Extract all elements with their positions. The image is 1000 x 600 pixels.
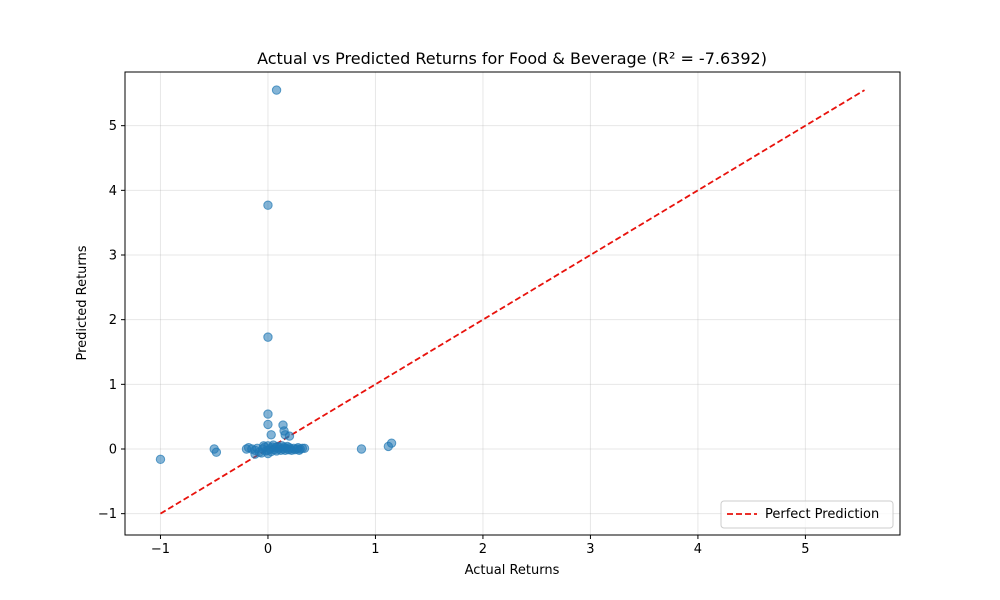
y-tick-label: −1: [98, 507, 117, 522]
x-tick-label: 1: [371, 542, 379, 557]
scatter-point: [299, 443, 310, 454]
scatter-point: [356, 444, 367, 454]
scatter-point: [263, 419, 273, 430]
data-points: [155, 85, 397, 465]
x-axis-ticks: −1 0 1 2 3 4 5: [151, 535, 810, 557]
scatter-point: [271, 85, 282, 95]
y-tick-label: 5: [109, 119, 117, 134]
scatter-point: [155, 454, 166, 465]
scatter-point: [263, 332, 273, 342]
scatter-point: [211, 447, 222, 457]
scatter-point: [386, 438, 397, 448]
scatter-point: [263, 200, 273, 210]
x-tick-label: 3: [586, 542, 594, 557]
x-tick-label: 4: [694, 542, 702, 557]
legend-entry-label: Perfect Prediction: [765, 507, 879, 522]
scatter-point: [263, 409, 273, 419]
x-tick-label: 2: [479, 542, 487, 557]
legend-box: [720, 500, 894, 529]
x-tick-label: 5: [801, 542, 809, 557]
y-axis-ticks: −1 0 1 2 3 4 5: [98, 119, 125, 522]
y-axis-label: Predicted Returns: [75, 245, 90, 360]
legend: Perfect Prediction: [720, 500, 894, 529]
x-axis-label: Actual Returns: [465, 563, 560, 578]
scatter-point: [266, 430, 276, 440]
y-tick-label: 0: [109, 442, 117, 457]
x-tick-label: 0: [264, 542, 272, 557]
scatter-point: [258, 441, 269, 451]
chart-title: Actual vs Predicted Returns for Food & B…: [257, 49, 767, 68]
plot-frame: [124, 71, 901, 536]
y-tick-label: 3: [109, 249, 117, 264]
scatter-point: [280, 430, 290, 440]
x-tick-label: −1: [151, 542, 170, 557]
y-tick-label: 1: [109, 378, 117, 393]
y-tick-label: 2: [109, 313, 117, 328]
y-tick-label: 4: [109, 184, 117, 199]
